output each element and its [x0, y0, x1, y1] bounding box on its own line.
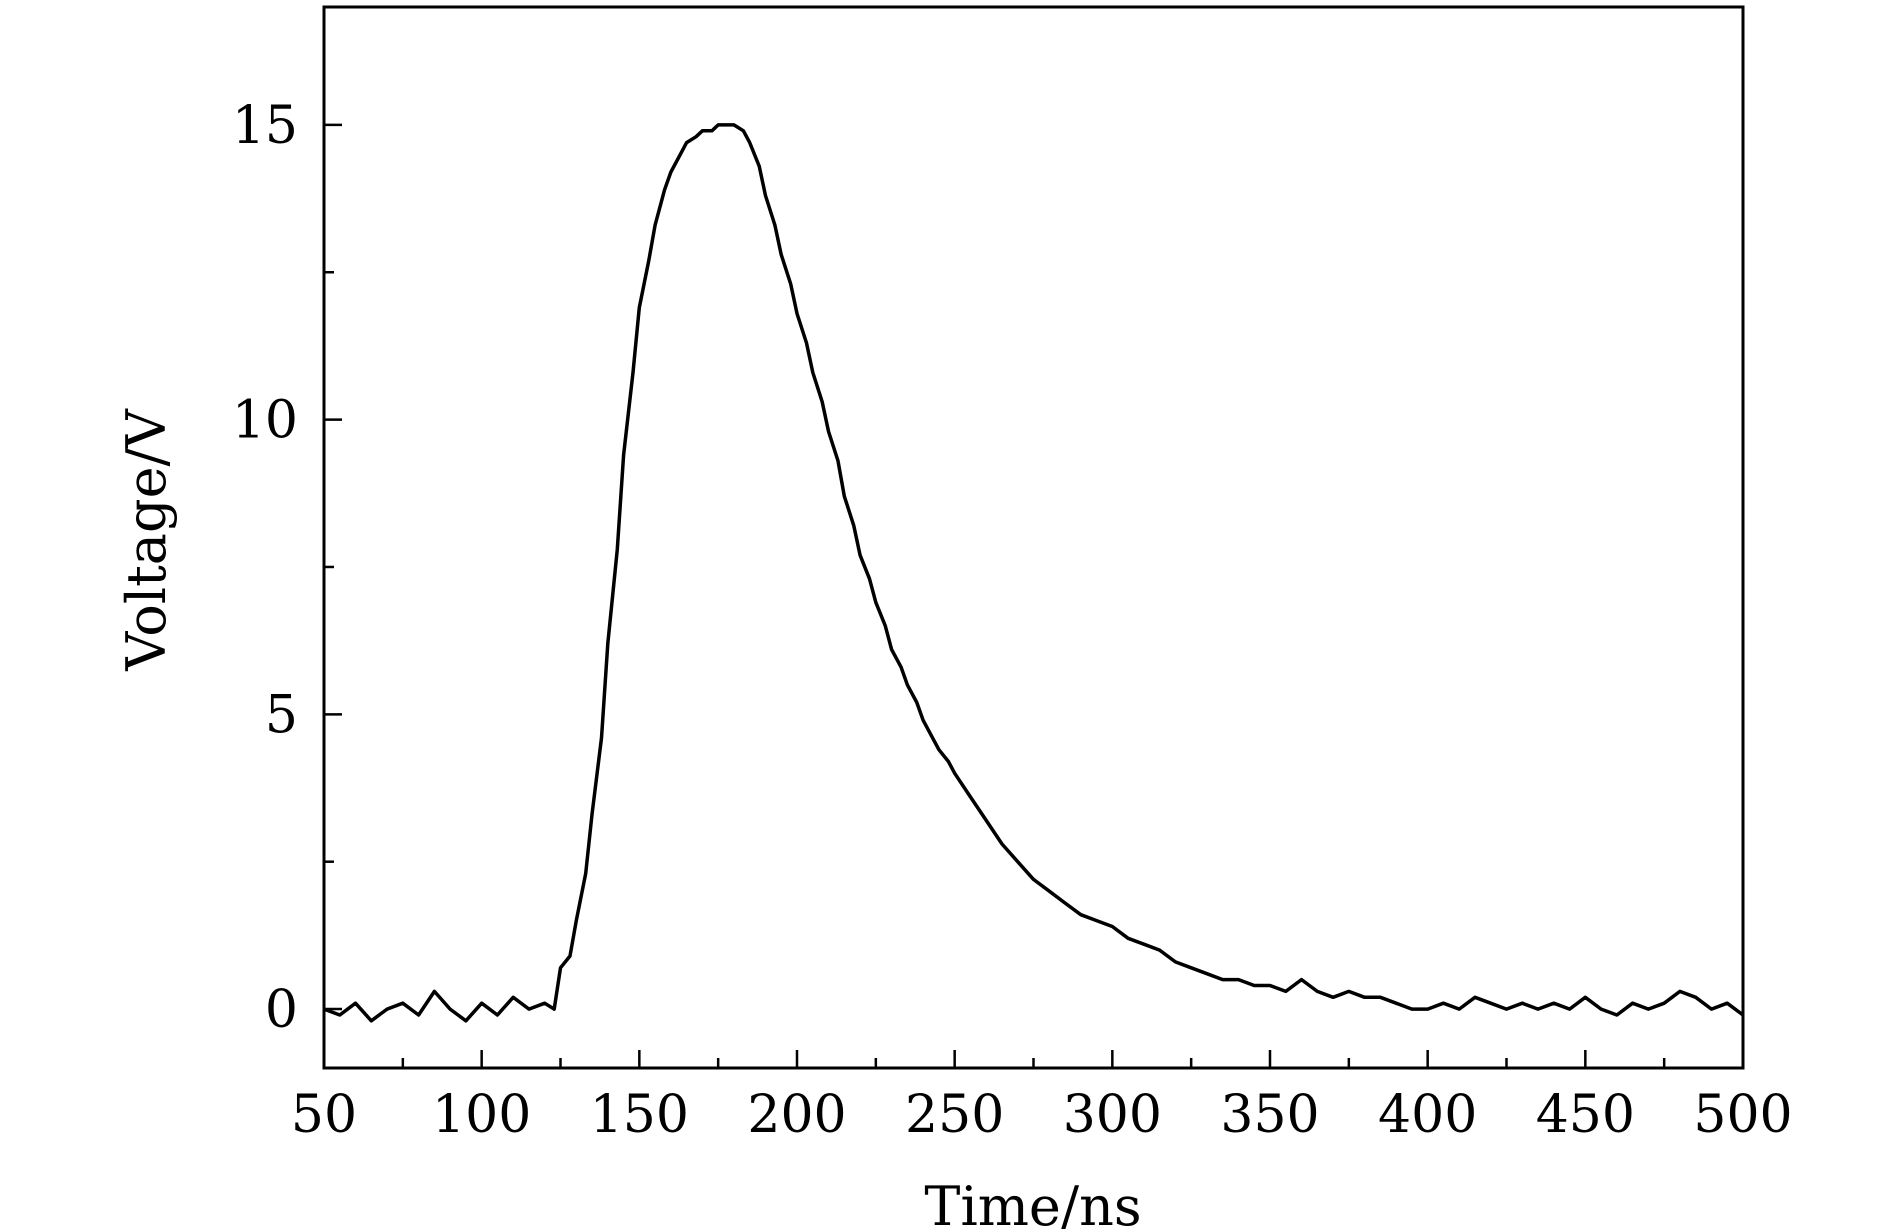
x-tick-label: 450 [1536, 1085, 1635, 1145]
x-tick-label: 250 [905, 1085, 1004, 1145]
y-axis-title: Voltage/V [115, 408, 178, 671]
y-tick-label: 15 [232, 96, 298, 156]
y-axis-ticks: 0 5 10 15 [232, 96, 342, 1040]
y-tick-label: 10 [232, 391, 298, 451]
voltage-series-line [323, 123, 1745, 1023]
x-tick-label: 50 [291, 1085, 357, 1145]
y-tick-label: 0 [265, 980, 298, 1040]
x-axis-ticks: 50 100 150 200 250 300 350 400 450 500 [291, 1050, 1793, 1145]
plot-frame [322, 5, 1745, 1070]
x-tick-label: 400 [1378, 1085, 1477, 1145]
x-tick-label: 500 [1693, 1085, 1792, 1145]
x-tick-label: 350 [1220, 1085, 1319, 1145]
x-tick-label: 100 [432, 1085, 531, 1145]
x-tick-label: 200 [747, 1085, 846, 1145]
y-tick-label: 5 [265, 685, 298, 745]
x-tick-label: 150 [590, 1085, 689, 1145]
x-tick-label: 300 [1063, 1085, 1162, 1145]
x-axis-title: Time/ns [924, 1175, 1141, 1229]
